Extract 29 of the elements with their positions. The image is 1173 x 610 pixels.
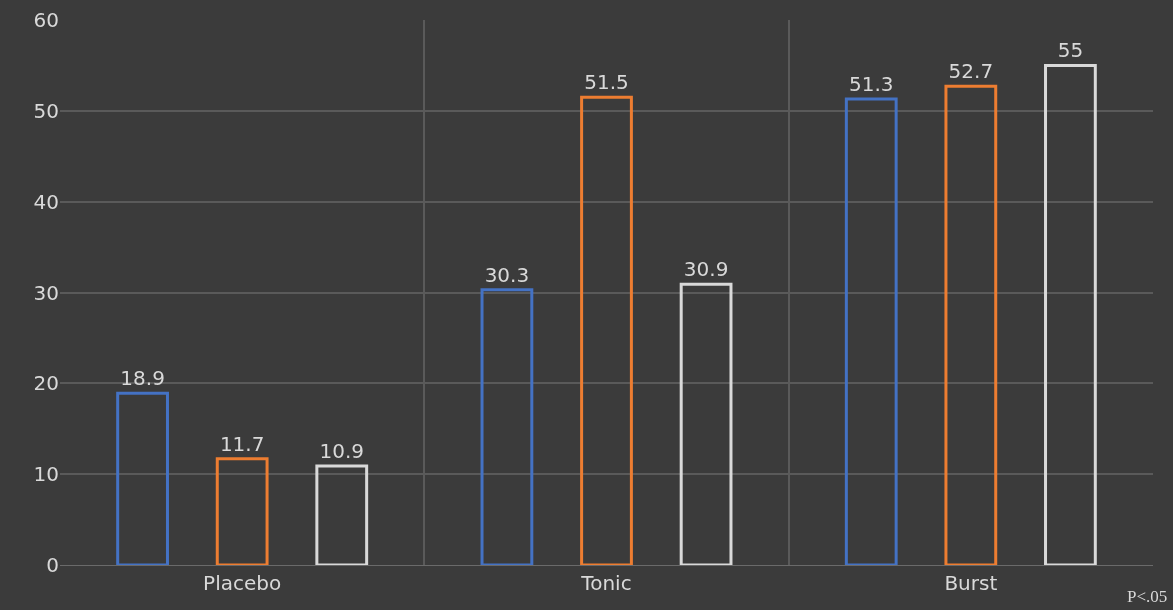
bar (679, 282, 733, 565)
y-tick-label: 50 (33, 98, 59, 123)
bar (1044, 63, 1097, 565)
bar (315, 464, 369, 565)
data-label: 30.9 (683, 257, 729, 282)
y-tick-label: 20 (33, 371, 59, 396)
data-label: 52.7 (948, 59, 994, 84)
bar (480, 288, 534, 565)
bar (944, 84, 998, 565)
text: P<.05 (1127, 587, 1168, 606)
x-tick-label: Placebo (203, 571, 282, 595)
x-tick-label: Tonic (580, 571, 632, 595)
y-tick-label: 0 (46, 553, 59, 577)
data-label: 51.5 (584, 70, 629, 95)
y-tick-label: 10 (33, 462, 59, 487)
data-label: 11.7 (219, 431, 265, 456)
x-tick-label: Burst (944, 571, 998, 595)
bar (580, 95, 633, 565)
data-label: 10.9 (319, 438, 365, 463)
bar (116, 391, 169, 565)
data-label: 51.3 (848, 72, 894, 97)
bar (215, 457, 269, 565)
y-tick-label: 60 (33, 8, 59, 32)
y-tick-label: 40 (33, 189, 59, 214)
bar (844, 97, 898, 565)
y-tick-label: 30 (33, 280, 59, 305)
data-label: 55 (1057, 38, 1084, 63)
data-label: 30.3 (484, 262, 530, 287)
data-label: 18.9 (120, 366, 165, 391)
